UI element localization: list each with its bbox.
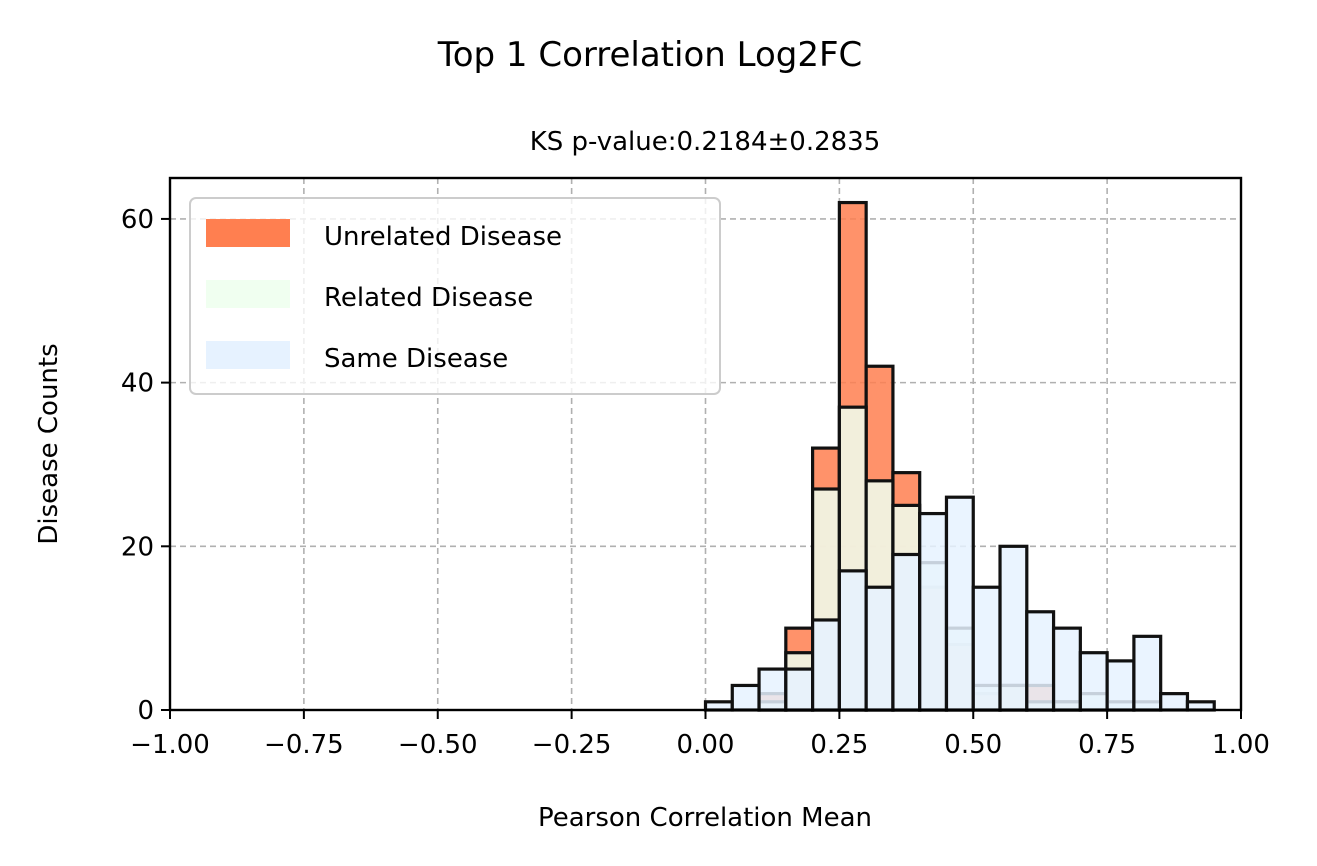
- legend-label-same: Same Disease: [324, 344, 508, 374]
- x-tick-label: 0.50: [944, 730, 1002, 760]
- bar-same: [1185, 700, 1216, 712]
- y-tick-label: 20: [121, 532, 154, 562]
- bar-same: [998, 544, 1029, 712]
- bar-same: [864, 585, 895, 712]
- bar-same: [837, 569, 868, 712]
- legend-swatch-unrelated: [206, 219, 290, 247]
- chart-subtitle: KS p-value:0.2184±0.2835: [530, 127, 881, 157]
- legend-swatch-same: [206, 341, 290, 369]
- x-tick-label: −0.50: [398, 730, 478, 760]
- bar-same: [1132, 634, 1163, 712]
- y-axis-label: Disease Counts: [34, 343, 64, 544]
- bar-same: [918, 511, 949, 712]
- legend-label-unrelated: Unrelated Disease: [324, 222, 562, 252]
- bar-same: [1159, 692, 1190, 712]
- legend-swatch-related: [206, 280, 290, 308]
- bar-same: [1025, 610, 1056, 712]
- x-axis-ticks: −1.00 −0.75 −0.50 −0.25 0.00 0.25 0.50 0.75 1.00: [130, 710, 1270, 760]
- y-tick-label: 60: [121, 205, 154, 235]
- bar-same: [891, 552, 922, 712]
- chart-title: Top 1 Correlation Log2FC: [437, 35, 863, 75]
- bar-same: [1078, 651, 1109, 712]
- x-tick-label: −1.00: [130, 730, 210, 760]
- x-tick-label: 0.00: [677, 730, 735, 760]
- x-axis-label: Pearson Correlation Mean: [538, 803, 872, 833]
- bar-same: [1105, 659, 1136, 712]
- histogram-bars: [703, 200, 1216, 712]
- bar-same: [1051, 626, 1082, 712]
- bar-same: [971, 585, 1002, 712]
- bar-same: [810, 618, 841, 712]
- legend-frame: [189, 197, 721, 395]
- legend: Unrelated Disease Related Disease Same D…: [189, 197, 721, 395]
- x-tick-label: 1.00: [1212, 730, 1270, 760]
- y-axis-ticks: 0 20 40 60: [121, 205, 170, 726]
- x-tick-label: −0.75: [264, 730, 344, 760]
- bar-same: [944, 495, 975, 712]
- x-tick-label: 0.75: [1078, 730, 1136, 760]
- bar-same: [730, 683, 761, 712]
- bar-same: [784, 667, 815, 712]
- x-tick-label: 0.25: [810, 730, 868, 760]
- bar-same: [757, 667, 788, 712]
- y-tick-label: 40: [121, 369, 154, 399]
- x-tick-label: −0.25: [532, 730, 612, 760]
- bar-same: [703, 700, 734, 712]
- y-tick-label: 0: [137, 696, 154, 726]
- legend-label-related: Related Disease: [324, 283, 533, 313]
